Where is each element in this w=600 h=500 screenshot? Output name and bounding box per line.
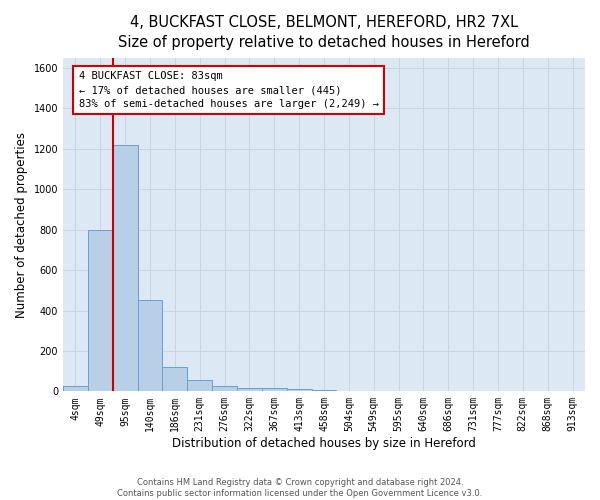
Bar (137, 300, 163, 392)
Bar (113, 145, 137, 392)
X-axis label: Distribution of detached houses by size in Hereford: Distribution of detached houses by size … (172, 437, 476, 450)
Bar (237, 388, 262, 392)
Bar (287, 389, 311, 392)
Bar (163, 367, 187, 392)
Title: 4, BUCKFAST CLOSE, BELMONT, HEREFORD, HR2 7XL
Size of property relative to detac: 4, BUCKFAST CLOSE, BELMONT, HEREFORD, HR… (118, 15, 530, 50)
Bar (88, 230, 113, 392)
Bar (311, 390, 337, 392)
Bar (63, 386, 88, 392)
Bar (262, 388, 287, 392)
Text: Contains HM Land Registry data © Crown copyright and database right 2024.
Contai: Contains HM Land Registry data © Crown c… (118, 478, 482, 498)
Y-axis label: Number of detached properties: Number of detached properties (15, 132, 28, 318)
Text: 4 BUCKFAST CLOSE: 83sqm
← 17% of detached houses are smaller (445)
83% of semi-d: 4 BUCKFAST CLOSE: 83sqm ← 17% of detache… (79, 71, 379, 109)
Bar (212, 386, 237, 392)
Bar (187, 380, 212, 392)
